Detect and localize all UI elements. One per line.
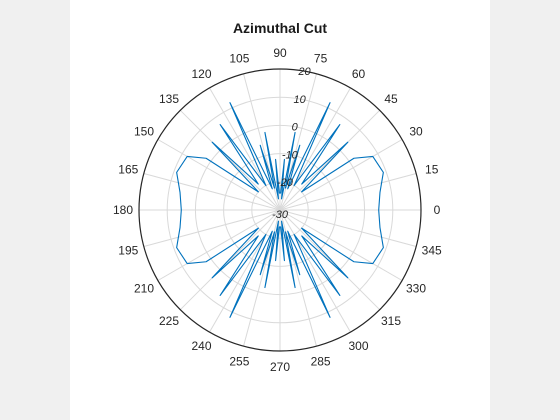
angle-grid-line [157, 209, 281, 281]
angle-tick-label: 315 [381, 314, 401, 328]
angle-tick-label: 210 [134, 282, 154, 296]
polar-grid [138, 68, 422, 352]
angle-grid-line [279, 87, 351, 211]
radial-grid-circle [251, 181, 309, 239]
angle-tick-label: 240 [191, 339, 211, 353]
angle-grid-line [143, 173, 281, 211]
angle-tick-label: 225 [159, 314, 179, 328]
angle-grid-line [279, 109, 381, 211]
angle-tick-label: 0 [434, 203, 441, 217]
angle-tick-label: 75 [314, 51, 328, 65]
angle-grid-line [179, 109, 281, 211]
angle-tick-label: 300 [348, 339, 368, 353]
chart-title: Azimuthal Cut [233, 20, 327, 36]
angle-tick-label: 45 [384, 92, 398, 106]
angle-tick-label: 330 [406, 282, 426, 296]
angle-tick-label: 255 [229, 355, 249, 369]
angle-tick-label: 180 [113, 203, 133, 217]
angle-tick-label: 30 [409, 125, 423, 139]
angle-grid-line [279, 139, 403, 211]
radial-tick-label: 0 [292, 122, 299, 134]
radial-tick-label: 20 [297, 66, 311, 78]
radial-tick-label: -10 [282, 150, 299, 162]
series-line [176, 102, 384, 318]
angle-grid-line [209, 87, 281, 211]
angle-tick-label: 165 [118, 162, 138, 176]
angle-tick-label: 15 [425, 162, 439, 176]
angle-tick-label: 90 [273, 46, 287, 60]
angle-grid-line [279, 209, 403, 281]
radial-tick-labels: -30 -20 -10 0 10 20 [272, 66, 311, 221]
angle-grid-line [157, 139, 281, 211]
radial-tick-label: 10 [293, 94, 306, 106]
radial-grid-circle [166, 96, 394, 324]
angle-grid-line [279, 209, 381, 311]
series-layer [176, 102, 384, 318]
angle-grid-line [209, 209, 281, 333]
radial-tick-label: -30 [272, 209, 289, 221]
angle-grid-line [143, 209, 281, 247]
angle-tick-label: 120 [191, 67, 211, 81]
angle-grid-line [279, 209, 351, 333]
radial-grid-circle [194, 124, 366, 296]
angle-tick-label: 60 [352, 67, 366, 81]
angle-tick-label: 345 [422, 244, 442, 258]
angle-tick-label: 195 [118, 244, 138, 258]
angle-grid-line [279, 209, 417, 247]
angle-grid-line [179, 209, 281, 311]
angle-tick-label: 270 [270, 360, 290, 374]
angle-tick-labels: 0 15 30 45 60 75 90 105 120 135 150 165 180 195 210 225… [113, 46, 442, 374]
angle-tick-label: 135 [159, 92, 179, 106]
angle-tick-label: 105 [229, 51, 249, 65]
angle-grid-line [279, 173, 417, 211]
radial-grid-circle [223, 153, 337, 267]
angle-tick-label: 285 [311, 355, 331, 369]
radial-tick-label: -20 [277, 177, 294, 189]
angle-tick-label: 150 [134, 125, 154, 139]
polar-axes-outline [138, 68, 422, 352]
